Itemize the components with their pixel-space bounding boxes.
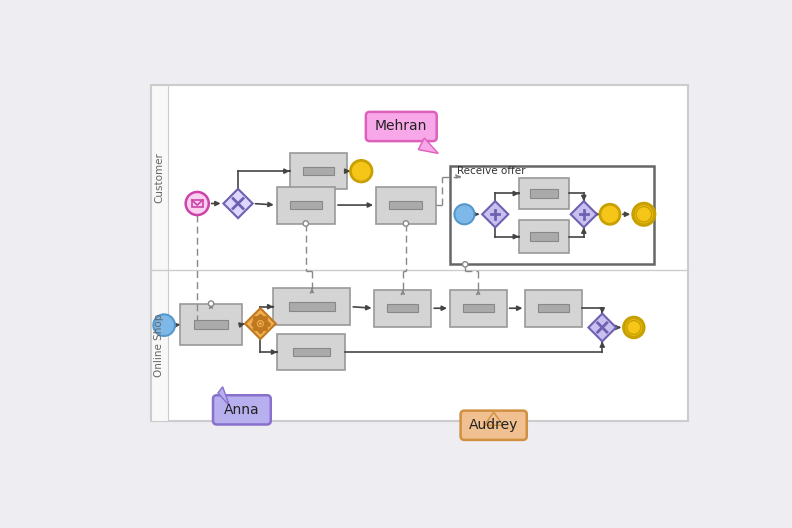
Circle shape [185,192,209,215]
Circle shape [455,204,474,224]
FancyBboxPatch shape [213,395,271,425]
Bar [450,290,507,327]
Circle shape [303,221,309,226]
Circle shape [624,317,644,337]
Bar [292,348,329,356]
Circle shape [208,301,214,306]
Circle shape [256,319,265,328]
Bar [531,232,558,241]
Text: Receive offer: Receive offer [458,166,526,176]
Polygon shape [571,201,597,228]
Bar [390,201,422,209]
Bar [277,334,345,370]
Polygon shape [218,387,230,406]
Bar [525,290,582,327]
FancyBboxPatch shape [366,112,436,141]
Bar [450,166,654,265]
Bar [519,178,569,209]
Circle shape [351,161,372,182]
Polygon shape [245,308,276,339]
Polygon shape [485,412,503,425]
Bar [538,304,569,313]
Text: Anna: Anna [224,403,260,417]
Bar [290,201,322,209]
Bar [194,320,228,328]
FancyBboxPatch shape [461,411,527,440]
Circle shape [633,203,655,225]
Circle shape [253,316,268,331]
Bar [289,303,335,311]
Circle shape [403,221,409,226]
Circle shape [636,206,652,222]
Circle shape [463,262,468,267]
Text: Mehran: Mehran [375,119,428,134]
Bar [290,154,348,189]
Bar [387,304,418,313]
Bar [181,304,242,345]
Bar [463,304,494,313]
Bar [151,85,168,421]
Bar [519,221,569,253]
Bar [376,186,436,223]
Polygon shape [482,201,508,228]
Polygon shape [588,314,616,341]
Bar [303,167,334,175]
Bar [273,288,350,325]
Polygon shape [223,189,253,218]
Bar [151,85,687,421]
Bar [375,290,432,327]
Bar [276,186,335,223]
Circle shape [258,322,262,326]
Circle shape [627,320,641,334]
Bar [531,189,558,197]
Bar [192,200,203,207]
Text: Online Shop: Online Shop [154,314,165,377]
Polygon shape [418,138,438,154]
Circle shape [154,314,175,336]
Circle shape [600,204,620,224]
Text: Audrey: Audrey [469,418,519,432]
Text: Customer: Customer [154,152,165,203]
